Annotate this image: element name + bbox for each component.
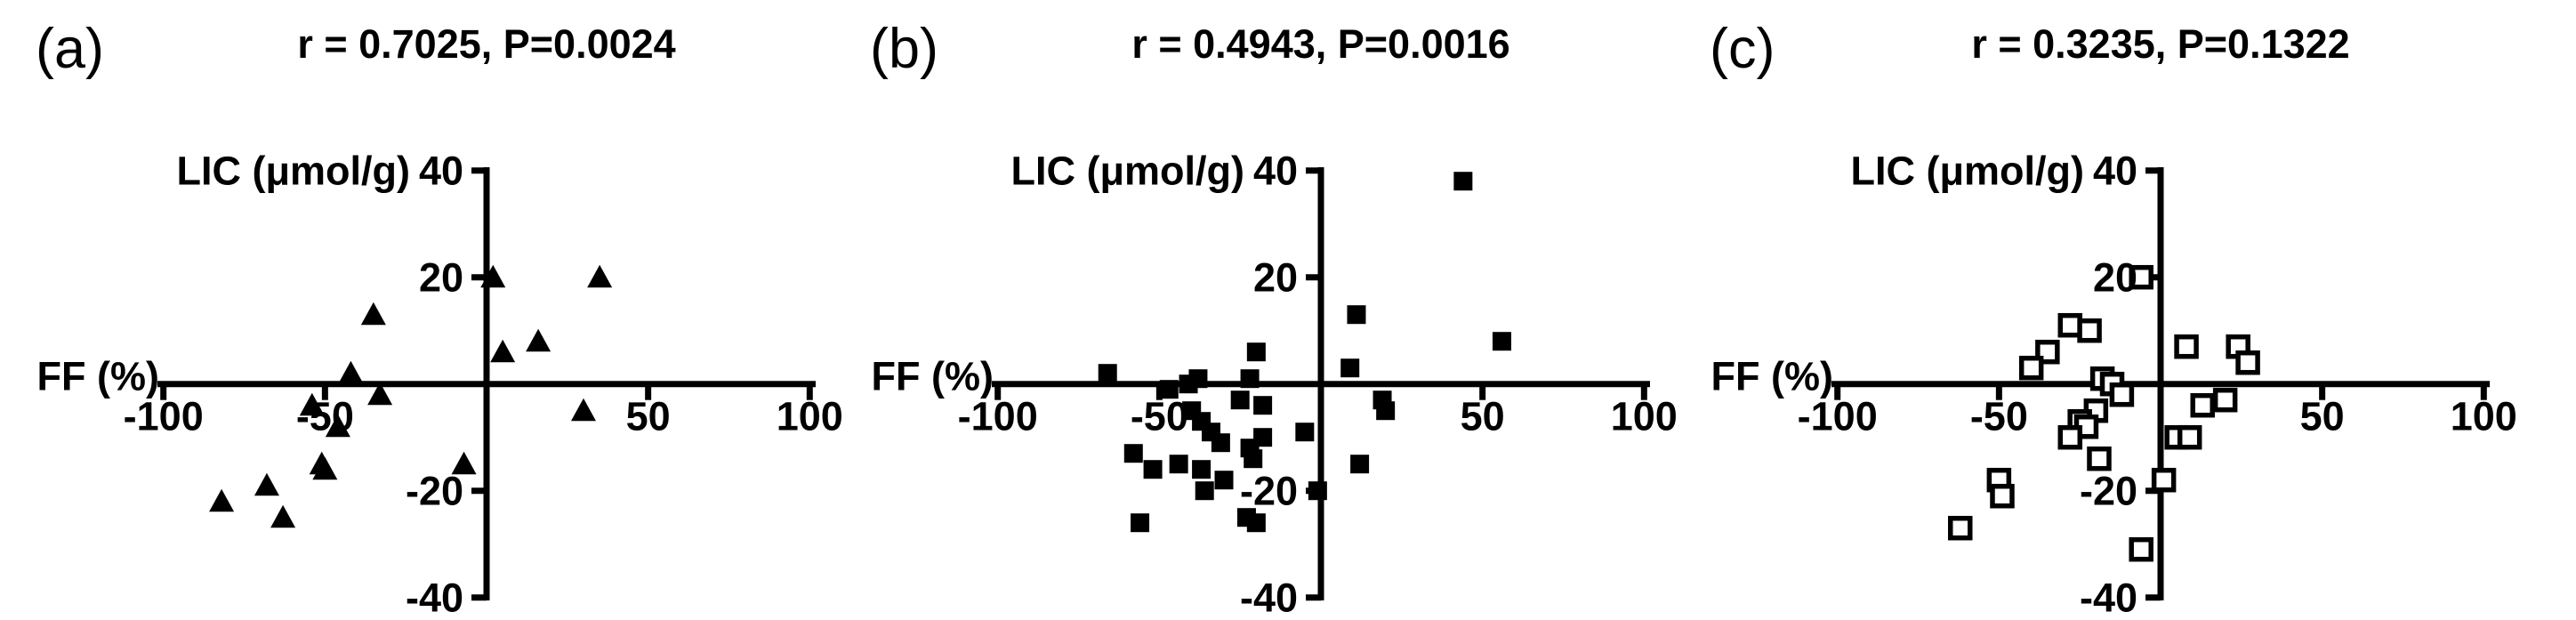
- scatter-point-open-square: [2109, 382, 2135, 407]
- scatter-point-square: [1453, 172, 1473, 191]
- y-tick-label: -20: [1239, 468, 1298, 514]
- scatter-point-square: [1159, 380, 1179, 399]
- scatter-point-triangle: [270, 504, 296, 528]
- scatter-point-square: [1244, 449, 1263, 469]
- scatter-point-triangle: [338, 360, 364, 384]
- scatter-point-triangle: [526, 328, 551, 352]
- scatter-point-triangle: [209, 488, 235, 512]
- scatter-point-square: [1246, 342, 1266, 362]
- scatter-point-square: [1131, 513, 1150, 533]
- panel-letter: (c): [1710, 18, 1775, 80]
- scatter-point-square: [1098, 364, 1117, 383]
- scatter-point-triangle: [490, 339, 516, 363]
- scatter-point-open-square: [2151, 467, 2177, 493]
- x-tick-label: 50: [1460, 393, 1505, 439]
- y-tick-label: -40: [405, 575, 463, 620]
- scatter-point-triangle: [367, 382, 393, 406]
- scatter-point-open-square: [2057, 312, 2083, 338]
- y-tick-label: 40: [1252, 148, 1298, 194]
- y-tick-label: -40: [2079, 575, 2137, 620]
- x-tick-label: 100: [1610, 393, 1678, 439]
- y-tick-label: 40: [418, 148, 463, 194]
- x-tick-label: 50: [2299, 393, 2345, 439]
- y-tick-label: 20: [2092, 254, 2137, 301]
- y-tick-label: 40: [2092, 148, 2137, 194]
- scatter-point-open-square: [2087, 446, 2112, 471]
- y-tick-label: 20: [418, 254, 463, 301]
- x-axis-label: FF (%): [871, 353, 994, 399]
- scatter-point-triangle: [299, 392, 325, 416]
- scatter-point-open-square: [2129, 264, 2153, 290]
- scatter-point-square: [1214, 471, 1234, 490]
- x-axis-label: FF (%): [36, 353, 159, 399]
- panel-title: r = 0.3235, P=0.1322: [1971, 21, 2350, 67]
- scatter-point-triangle: [312, 456, 338, 480]
- scatter-point-square: [1350, 455, 1370, 474]
- scatter-point-open-square: [2018, 355, 2044, 381]
- scatter-point-square: [1240, 369, 1260, 389]
- scatter-point-open-square: [2174, 334, 2199, 359]
- scatter-point-square: [1192, 460, 1212, 479]
- scatter-point-square: [1492, 332, 1511, 351]
- panel-title: r = 0.4943, P=0.0016: [1131, 21, 1510, 67]
- scatter-point-square: [1295, 423, 1315, 442]
- scatter-point-square: [1230, 391, 1250, 410]
- scatter-point-open-square: [2190, 392, 2215, 418]
- scatter-point-square: [1195, 481, 1214, 501]
- scatter-point-triangle: [480, 264, 506, 288]
- y-axis-label: LIC (μmol/g): [1010, 148, 1245, 194]
- scatter-point-open-square: [2177, 424, 2202, 450]
- panel-letter: (b): [870, 18, 938, 80]
- y-tick-label: -20: [2079, 468, 2137, 514]
- scatter-point-open-square: [1990, 483, 2015, 509]
- scatter-point-open-square: [2235, 350, 2260, 375]
- x-tick-label: -50: [1130, 393, 1188, 439]
- scatter-point-open-square: [1948, 515, 1973, 541]
- scatter-point-triangle: [570, 398, 596, 422]
- x-tick-label: -100: [957, 393, 1038, 439]
- scatter-point-triangle: [451, 451, 477, 475]
- y-axis-label: LIC (μmol/g): [1850, 148, 2085, 194]
- scatter-point-open-square: [2077, 318, 2102, 343]
- panel-letter: (a): [36, 18, 104, 80]
- scatter-point-triangle: [360, 302, 386, 326]
- x-tick-label: -100: [123, 393, 204, 439]
- scatter-point-triangle: [254, 472, 279, 496]
- scatter-point-square: [1340, 358, 1360, 378]
- scatter-point-triangle: [325, 414, 350, 438]
- scatter-point-square: [1253, 396, 1273, 415]
- x-tick-label: 50: [625, 393, 671, 439]
- scatter-point-square: [1211, 433, 1230, 453]
- x-tick-label: -50: [1969, 393, 2028, 439]
- panel-title: r = 0.7025, P=0.0024: [297, 21, 676, 67]
- y-tick-label: -20: [405, 468, 463, 514]
- x-tick-label: -50: [295, 393, 354, 439]
- x-tick-label: -100: [1797, 393, 1878, 439]
- scatter-point-square: [1376, 401, 1396, 421]
- scatter-point-square: [1308, 481, 1327, 501]
- x-axis-label: FF (%): [1711, 353, 1833, 399]
- scatter-point-square: [1246, 513, 1266, 533]
- scatter-point-square: [1123, 444, 1143, 463]
- scatter-point-square: [1347, 305, 1366, 325]
- y-tick-label: 20: [1252, 254, 1298, 301]
- scatter-point-square: [1169, 455, 1188, 474]
- y-tick-label: -40: [1239, 575, 1298, 620]
- scatter-point-open-square: [2212, 387, 2238, 413]
- x-tick-label: 100: [776, 393, 843, 439]
- scatter-point-square: [1179, 374, 1198, 394]
- x-tick-label: 100: [2450, 393, 2517, 439]
- scatter-point-open-square: [2129, 536, 2153, 562]
- scatter-point-triangle: [587, 264, 613, 288]
- scatter-point-square: [1143, 460, 1163, 479]
- scatter-point-open-square: [2057, 424, 2083, 450]
- y-axis-label: LIC (μmol/g): [176, 148, 411, 194]
